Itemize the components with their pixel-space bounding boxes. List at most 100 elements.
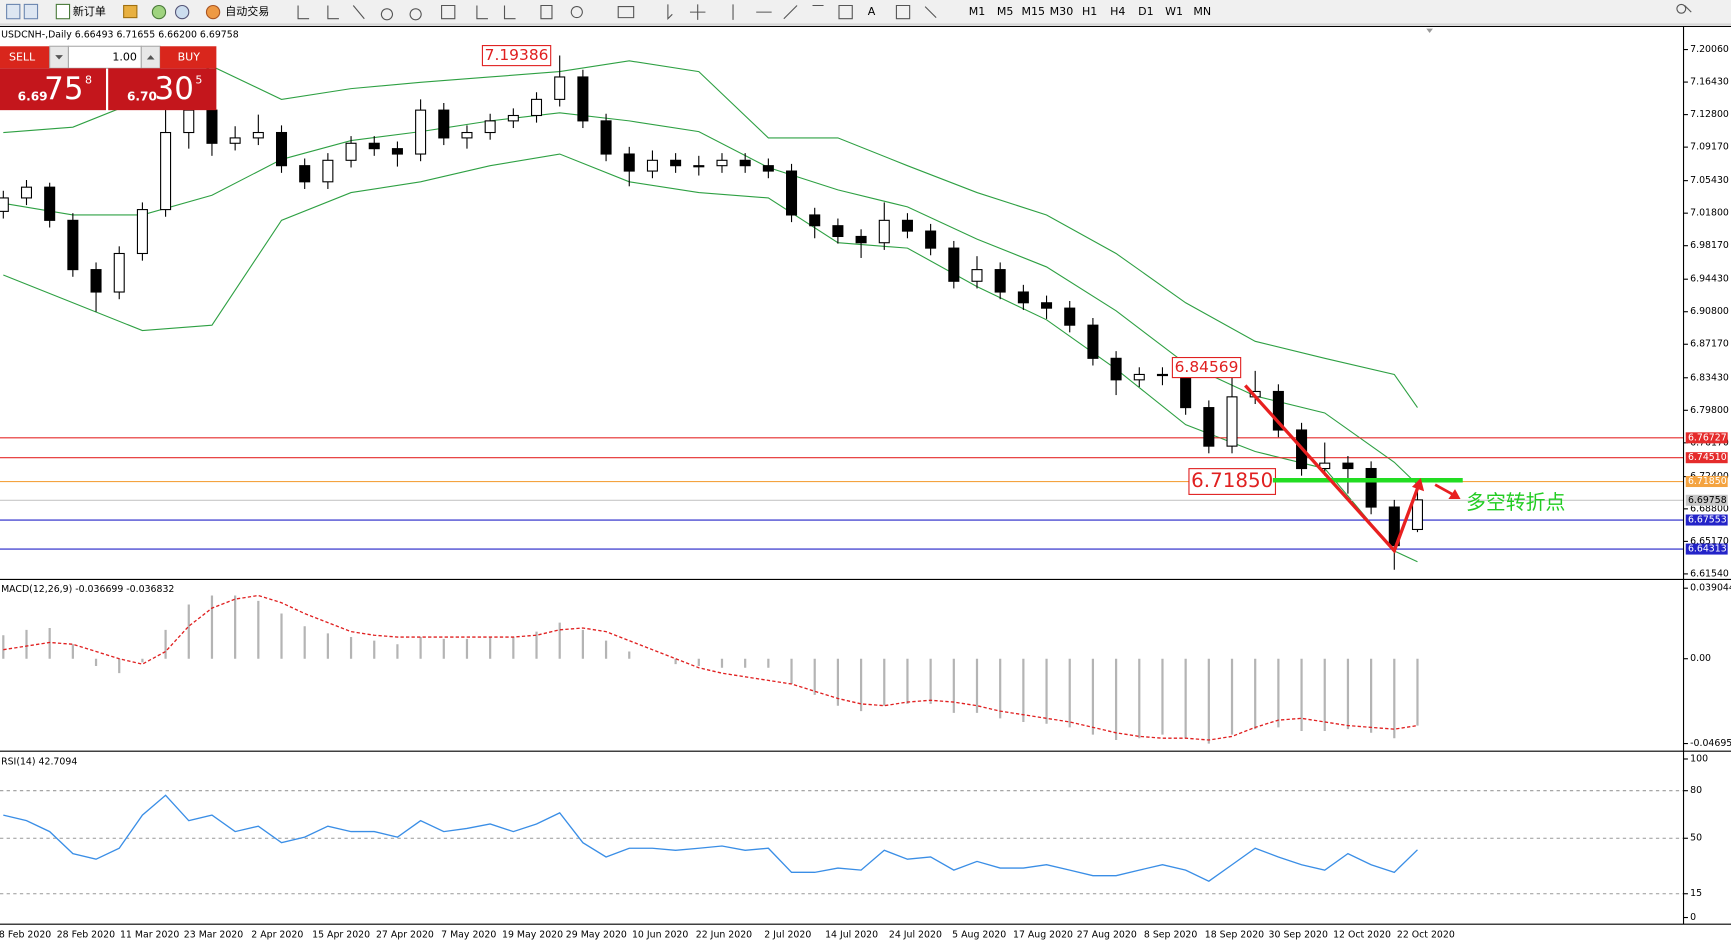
candle-body <box>90 269 102 293</box>
price-annotation: 6.84569 <box>1175 358 1239 376</box>
y-tick-label: 6.94430 <box>1690 274 1729 285</box>
sell-button[interactable] <box>0 46 50 69</box>
candle-body <box>136 209 148 255</box>
y-tick-label: 0.039044 <box>1690 583 1731 594</box>
new-order[interactable]: 新订单 <box>73 4 106 18</box>
buy-label[interactable]: BUY <box>178 50 201 63</box>
candle-body <box>438 109 450 139</box>
candle-body <box>1411 499 1423 531</box>
candle-body <box>762 165 774 172</box>
up-arrow <box>146 55 155 60</box>
timeframe[interactable]: D1 <box>1138 5 1154 18</box>
text-tool[interactable]: A <box>868 5 876 18</box>
level-label-box <box>1685 452 1728 464</box>
x-tick-label: 5 Aug 2020 <box>952 930 1006 941</box>
new-order-icon[interactable] <box>55 3 71 20</box>
candle-body <box>925 230 937 249</box>
candle-body <box>994 269 1006 293</box>
down-arrow <box>55 55 63 60</box>
candle-body <box>623 153 635 172</box>
candle-body <box>160 131 172 211</box>
candle-body <box>345 142 357 161</box>
macd-pane <box>2 594 1419 744</box>
candle-body <box>1133 373 1145 381</box>
tool-icon[interactable] <box>123 4 138 19</box>
x-tick-label: 24 Jul 2020 <box>889 930 942 941</box>
price-annotation: 7.19386 <box>485 46 549 64</box>
y-tick-label: 7.01800 <box>1690 208 1729 219</box>
annotation-box <box>1171 356 1242 379</box>
tool-icons[interactable] <box>297 4 937 21</box>
candle-body <box>461 131 473 139</box>
auto-trading[interactable]: 自动交易 <box>225 4 269 18</box>
y-tick-label: 50 <box>1690 833 1702 844</box>
auto-trading-icon[interactable] <box>205 4 221 20</box>
bid-box[interactable] <box>0 68 106 111</box>
candle-body <box>1064 307 1076 326</box>
timeframe[interactable]: H4 <box>1110 5 1125 18</box>
candle-body <box>878 219 890 244</box>
volume[interactable]: 1.00 <box>112 50 137 63</box>
x-tick-label: 2 Apr 2020 <box>251 930 303 941</box>
x-tick-label: 29 May 2020 <box>566 930 627 941</box>
macd-signal <box>3 594 1418 741</box>
candle-body <box>183 109 195 134</box>
level-label-box <box>1685 543 1728 555</box>
candle-body <box>901 219 913 232</box>
ask-box[interactable] <box>108 68 217 111</box>
buy-button[interactable] <box>160 46 217 69</box>
timeframe[interactable]: W1 <box>1165 5 1183 18</box>
y-tick-label: 100 <box>1690 753 1708 764</box>
level-label: 6.64313 <box>1688 544 1727 555</box>
candle-body <box>739 159 751 167</box>
tool-icon[interactable] <box>6 3 21 20</box>
timeframe[interactable]: M15 <box>1022 5 1046 18</box>
x-tick-label: 15 Apr 2020 <box>312 930 370 941</box>
x-tick-label: 11 Mar 2020 <box>120 930 179 941</box>
x-tick-label: 7 May 2020 <box>441 930 496 941</box>
candle-body <box>1388 506 1400 547</box>
x-tick-label: 27 Apr 2020 <box>376 930 434 941</box>
bid-big: 6.69 <box>18 89 48 103</box>
tool-icon[interactable] <box>23 3 39 20</box>
x-tick-label: 12 Oct 2020 <box>1333 930 1391 941</box>
main-pane: 7.19386 6.84569 6.71850 <box>0 45 1684 570</box>
search-icon[interactable] <box>1676 3 1687 14</box>
pane-title: RSI(14) 42.7094 <box>1 757 77 768</box>
bid-point: 8 <box>85 73 92 86</box>
price-annotation: 6.71850 <box>1191 469 1273 492</box>
one-click-trading: SELL 1.00 BUY 6.69 75 8 6.70 30 5 <box>0 45 217 111</box>
ask-big: 6.70 <box>127 89 157 103</box>
bollinger-upper <box>3 60 1418 408</box>
tool-icon[interactable] <box>151 4 167 20</box>
timeframe[interactable]: H1 <box>1082 5 1097 18</box>
y-tick-label: 7.12800 <box>1690 109 1729 120</box>
candle-body <box>1203 407 1215 447</box>
candle-body <box>206 109 218 144</box>
timeframe[interactable]: MN <box>1193 5 1211 18</box>
candle-body <box>577 76 589 122</box>
candle-body <box>299 165 311 183</box>
x-tick-label: 23 Mar 2020 <box>184 930 243 941</box>
candle-body <box>832 225 844 238</box>
x-tick-label: 18 Sep 2020 <box>1205 930 1264 941</box>
pane-title: USDCNH-,Daily 6.66493 6.71655 6.66200 6.… <box>1 30 239 41</box>
tool-icon[interactable] <box>174 4 190 20</box>
timeframe[interactable]: M5 <box>997 5 1014 18</box>
candle-body <box>113 252 125 293</box>
candle-body <box>1365 467 1377 508</box>
candle-body <box>229 137 241 144</box>
timeframe[interactable]: M1 <box>969 5 986 18</box>
y-tick-label: 6.98170 <box>1690 240 1729 251</box>
candle-body <box>67 219 79 271</box>
x-tick-label: 18 Feb 2020 <box>0 930 51 941</box>
y-tick-label: 6.68800 <box>1690 503 1729 514</box>
y-tick-label: 6.79800 <box>1690 405 1729 416</box>
y-tick-label: 7.09170 <box>1690 142 1729 153</box>
timeframe[interactable]: M30 <box>1050 5 1074 18</box>
rsi-line <box>3 794 1418 882</box>
sell-label[interactable]: SELL <box>9 50 36 63</box>
candle-body <box>1226 396 1238 447</box>
candle-body <box>670 159 682 167</box>
